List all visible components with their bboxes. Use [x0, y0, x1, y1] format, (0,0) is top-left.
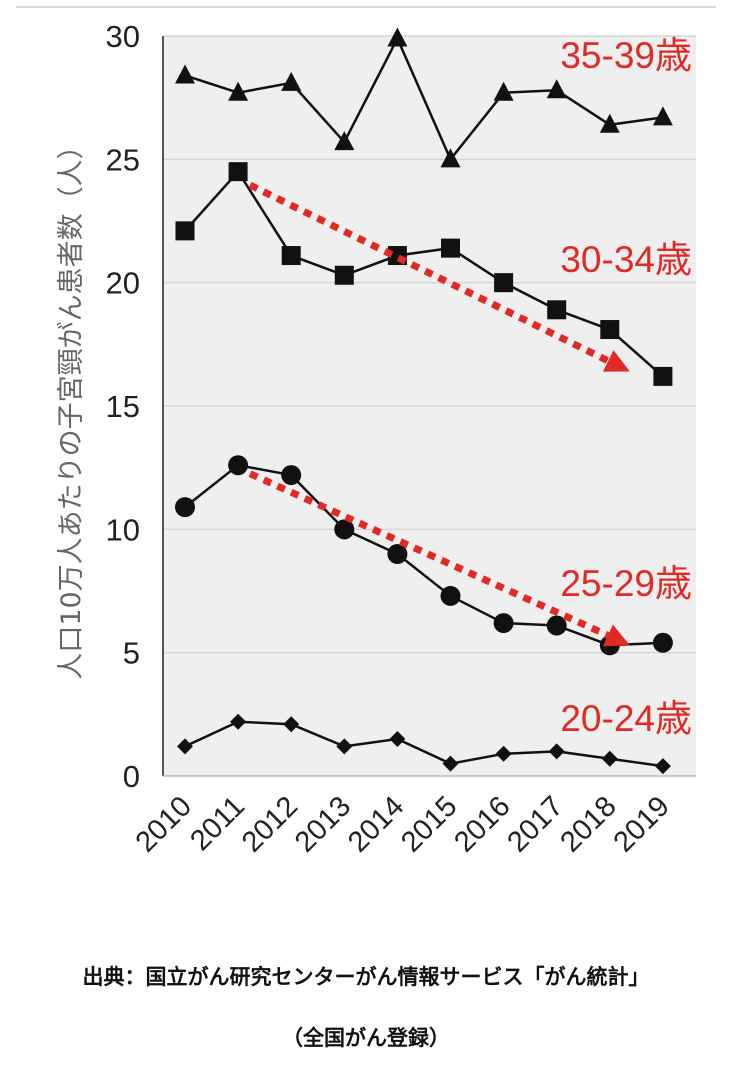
data-point-square	[228, 162, 248, 182]
y-tick-label: 10	[106, 512, 140, 547]
data-point-circle	[334, 519, 355, 540]
data-point-square	[600, 320, 620, 340]
data-point-circle	[175, 497, 195, 518]
series-label: 30-34歳	[560, 239, 692, 280]
data-point-square	[334, 265, 354, 285]
data-point-diamond	[230, 713, 247, 730]
series-circle	[175, 455, 673, 656]
data-point-triangle	[175, 64, 195, 84]
source-line-2: （全国がん登録）	[282, 1026, 450, 1050]
y-axis-label: 人口10万人あたりの子宮頸がん患者数（人）	[56, 132, 87, 679]
data-point-diamond	[548, 743, 565, 760]
trend-arrow-shaft	[248, 470, 610, 639]
series-label: 35-39歳	[560, 35, 692, 76]
data-point-diamond	[283, 716, 300, 733]
data-point-diamond	[654, 758, 671, 775]
data-point-triangle	[599, 113, 620, 133]
x-tick-label: 2012	[236, 790, 304, 858]
data-point-square	[547, 300, 567, 320]
data-point-circle	[440, 585, 461, 606]
data-point-square	[494, 273, 514, 293]
series-line	[184, 720, 664, 768]
series-label: 25-29歳	[560, 563, 692, 604]
data-point-circle	[493, 613, 514, 634]
data-point-diamond	[495, 745, 512, 762]
data-point-square	[441, 238, 460, 258]
x-tick-label: 2018	[555, 790, 623, 858]
data-point-diamond	[336, 738, 353, 755]
series-labels: 35-39歳 30-34歳 25-29歳 20-24歳	[560, 35, 692, 739]
data-point-triangle	[440, 148, 461, 168]
data-point-triangle	[652, 106, 673, 126]
series-layer	[175, 27, 673, 775]
x-tick-label: 2013	[289, 790, 357, 858]
x-tick-label: 2016	[448, 790, 516, 858]
data-point-diamond	[177, 738, 193, 755]
y-tick-label: 20	[106, 266, 140, 301]
trend-arrow-head	[602, 624, 630, 647]
data-point-circle	[228, 455, 249, 476]
x-tick-label: 2015	[395, 790, 463, 858]
y-tick-label: 25	[106, 142, 140, 177]
data-point-diamond	[442, 755, 459, 772]
trend-arrow-head	[602, 350, 630, 372]
data-point-triangle	[228, 81, 249, 101]
trend-arrow-shaft	[248, 181, 610, 365]
y-tick-label: 30	[106, 19, 140, 54]
data-point-circle	[546, 615, 567, 636]
series-line	[184, 37, 664, 161]
data-point-triangle	[281, 71, 302, 91]
data-point-triangle	[387, 27, 408, 47]
series-line	[184, 463, 663, 647]
x-tick-label: 2011	[184, 790, 251, 857]
y-axis-ticks: 0 5 10 15 20 25 30	[106, 19, 140, 794]
trend-arrow	[248, 470, 630, 647]
x-tick-label: 2019	[608, 790, 676, 858]
y-tick-label: 0	[123, 759, 140, 794]
y-tick-label: 5	[123, 636, 140, 671]
x-tick-label: 2010	[130, 790, 198, 858]
series-line	[184, 170, 664, 378]
source-line-1: 出典：国立がん研究センターがん情報サービス「がん統計」	[82, 965, 650, 989]
top-divider	[16, 6, 716, 8]
x-tick-label: 2014	[342, 790, 410, 858]
data-point-triangle	[546, 79, 567, 99]
data-point-triangle	[493, 81, 514, 101]
data-point-triangle	[334, 131, 355, 151]
data-point-square	[653, 366, 673, 386]
trend-arrow	[248, 181, 630, 372]
series-triangle	[175, 27, 673, 168]
x-tick-label: 2017	[501, 790, 569, 858]
data-point-circle	[652, 632, 673, 653]
series-label: 20-24歳	[560, 698, 692, 739]
data-point-circle	[281, 465, 302, 486]
trend-arrows	[248, 181, 630, 647]
data-point-square	[281, 246, 301, 266]
y-tick-label: 15	[106, 389, 140, 424]
series-square	[175, 162, 673, 386]
data-point-square	[175, 221, 195, 241]
data-point-circle	[387, 544, 408, 564]
series-diamond	[177, 713, 671, 775]
data-point-diamond	[389, 731, 406, 747]
data-point-diamond	[601, 750, 618, 767]
